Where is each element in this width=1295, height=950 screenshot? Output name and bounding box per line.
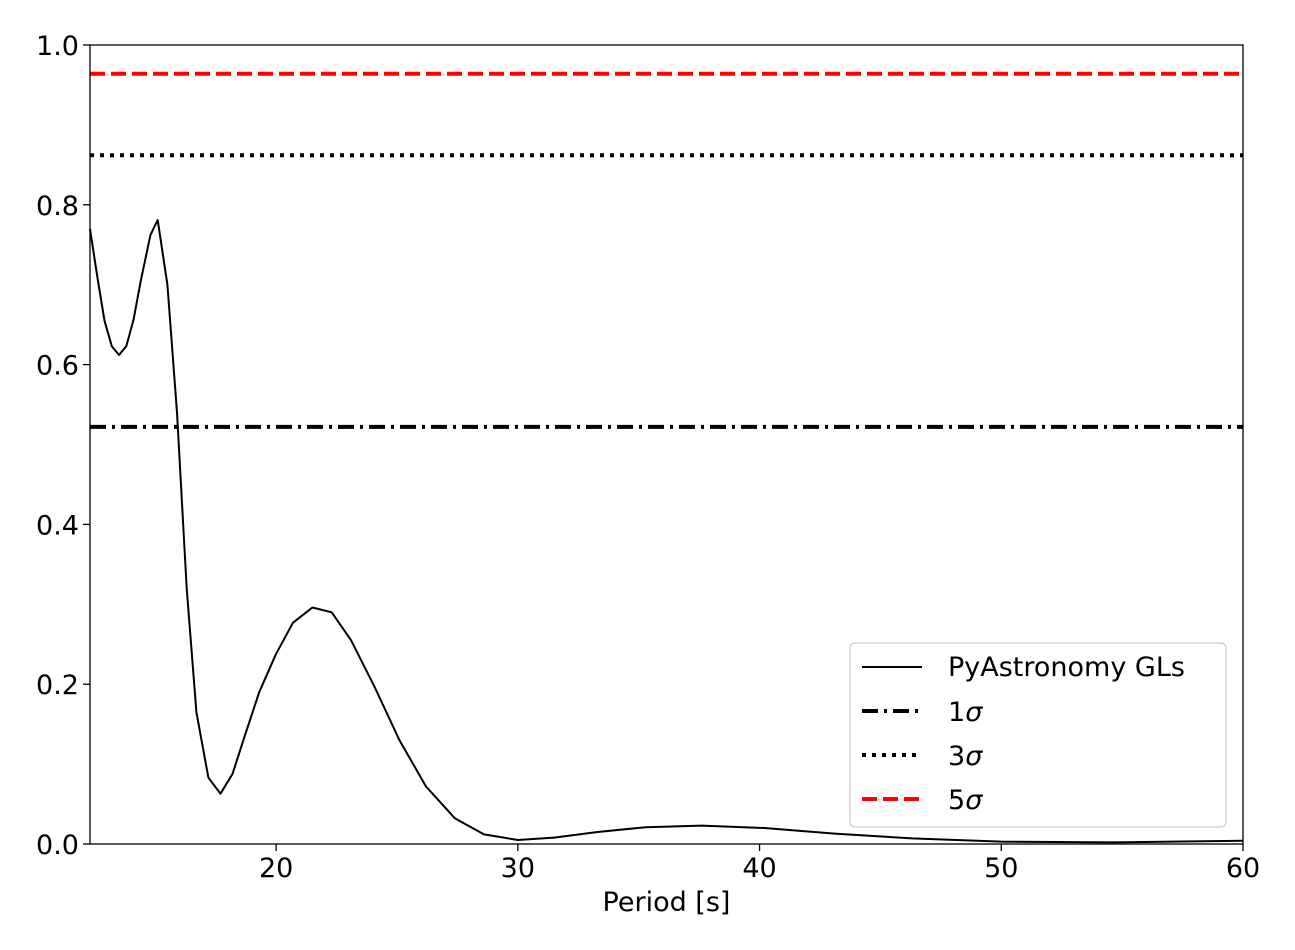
legend: PyAstronomy GLs 1σ 3σ 5σ <box>849 642 1227 828</box>
x-axis: 20 30 40 50 60 <box>259 844 1260 884</box>
y-tick-label: 0.4 <box>36 510 79 541</box>
legend-box <box>849 642 1227 828</box>
legend-label-5sigma: 5σ <box>948 785 983 816</box>
y-tick-label: 0.6 <box>36 351 79 382</box>
x-tick-label: 20 <box>259 853 293 884</box>
x-tick-label: 50 <box>984 853 1018 884</box>
y-tick-label: 1.0 <box>36 31 79 62</box>
x-tick-label: 60 <box>1226 853 1260 884</box>
legend-label-1sigma: 1σ <box>948 697 983 728</box>
series-layer <box>89 71 1244 844</box>
y-tick-label: 0.2 <box>36 670 79 701</box>
y-axis: 0.0 0.2 0.4 0.6 0.8 1.0 <box>36 31 90 861</box>
x-axis-label: Period [s] <box>603 887 731 918</box>
x-tick-label: 30 <box>501 853 535 884</box>
series-line-gls <box>89 219 1244 844</box>
y-tick-label: 0.8 <box>36 191 79 222</box>
y-tick-label: 0.0 <box>36 830 79 861</box>
legend-label-3sigma: 3σ <box>948 741 983 772</box>
plot-frame <box>89 44 1244 845</box>
x-tick-label: 40 <box>742 853 776 884</box>
legend-label-gls: PyAstronomy GLs <box>948 652 1185 683</box>
